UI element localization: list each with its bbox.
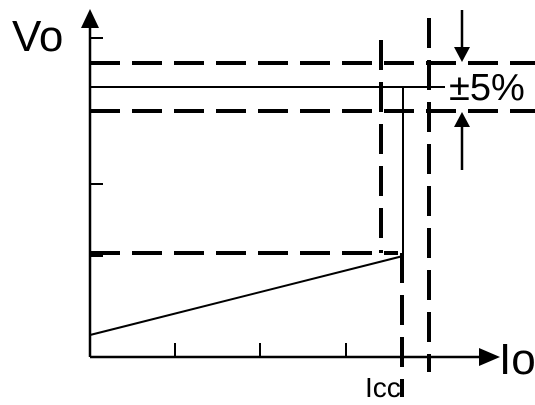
y-axis-ticks bbox=[90, 37, 103, 257]
x-axis-ticks bbox=[174, 343, 347, 357]
tolerance-down-arrowhead bbox=[454, 47, 470, 62]
output-characteristic-curve bbox=[89, 86, 445, 336]
tolerance-indicator bbox=[454, 10, 470, 170]
x-axis-label: Io bbox=[499, 335, 535, 384]
tolerance-up-arrowhead bbox=[454, 112, 470, 127]
y-axis-arrowhead bbox=[81, 9, 99, 28]
foldback-slope-line bbox=[89, 255, 404, 336]
y-axis-label: Vo bbox=[12, 12, 63, 61]
tolerance-label: ±5% bbox=[449, 67, 525, 109]
dashed-guides bbox=[90, 18, 535, 397]
axes bbox=[88, 24, 482, 359]
icc-label: Icc bbox=[365, 372, 401, 403]
x-axis-arrowhead bbox=[479, 348, 500, 366]
